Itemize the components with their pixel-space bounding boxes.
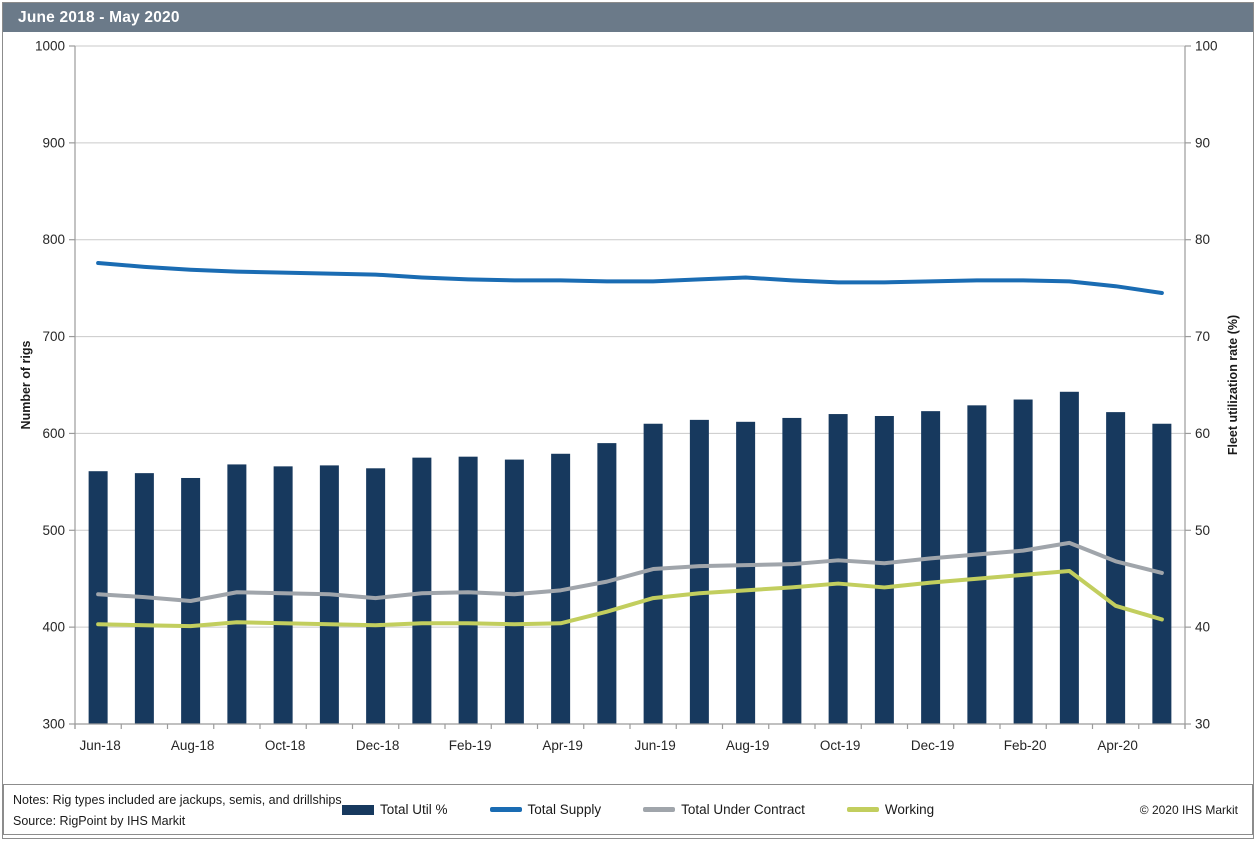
total-util-bars	[88, 391, 1172, 724]
x-axis-label: Aug-18	[171, 738, 215, 753]
x-axis-label: Oct-18	[265, 738, 306, 753]
right-axis-tick-label: 90	[1195, 135, 1210, 150]
left-axis-tick-label: 500	[42, 523, 65, 538]
bar-total-util	[782, 417, 802, 724]
total-supply-line	[96, 260, 1164, 295]
bar-total-util	[828, 414, 848, 724]
bar-total-util	[874, 415, 894, 724]
bar-total-util	[1106, 412, 1126, 724]
left-axis-tick-label: 700	[42, 329, 65, 344]
legend-swatch-total-under-contract	[643, 807, 676, 812]
notes-block: Notes: Rig types included are jackups, s…	[13, 790, 342, 832]
legend-label-total-under-contract: Total Under Contract	[681, 802, 805, 817]
working-line	[96, 568, 1164, 629]
bar-total-util	[504, 459, 524, 724]
legend-label-total-supply: Total Supply	[527, 802, 602, 817]
right-axis-tick-labels: 30 40 50 60 70 80 90 100	[1195, 39, 1218, 732]
copyright-text: © 2020 IHS Markit	[1139, 802, 1238, 817]
right-axis-tick-label: 50	[1195, 523, 1210, 538]
axis-lines	[74, 46, 1186, 729]
right-axis-tick-label: 40	[1195, 620, 1210, 635]
x-axis-label: Aug-19	[726, 738, 770, 753]
gridlines	[75, 45, 1185, 628]
legend-swatch-total-util-	[342, 804, 374, 815]
right-axis-tick-label: 60	[1195, 426, 1210, 441]
bar-total-util	[643, 423, 663, 724]
left-axis-tick-label: 800	[42, 232, 65, 247]
left-axis-title: Number of rigs	[19, 340, 33, 430]
chart-title: June 2018 - May 2020	[18, 8, 180, 26]
left-axis-tick-label: 400	[42, 620, 65, 635]
legend-item-total-supply: Total Supply	[489, 802, 602, 817]
right-axis-tick-label: 70	[1195, 329, 1210, 344]
legend-label-working: Working	[884, 802, 935, 817]
legend-label-total-util-: Total Util %	[380, 802, 448, 817]
bar-total-util	[1059, 391, 1079, 724]
x-axis-labels: Jun-18 Aug-18 Oct-18 Dec-18 Feb-19 Apr-19 Jun-…	[79, 738, 1137, 753]
bar-total-util	[412, 457, 432, 724]
notes-text: Notes: Rig types included are jackups, s…	[13, 793, 342, 807]
legend-item-working: Working	[846, 802, 935, 817]
x-axis-label: Apr-19	[542, 738, 583, 753]
x-axis-label: Apr-20	[1097, 738, 1138, 753]
total-under-contract-line	[96, 540, 1164, 603]
right-axis-tick-label: 30	[1195, 717, 1210, 732]
x-axis-label: Jun-19	[634, 738, 675, 753]
left-axis-tick-label: 900	[42, 135, 65, 150]
bar-total-util	[921, 411, 941, 724]
right-axis-title: Fleet utilization rate (%)	[1226, 314, 1240, 456]
bar-total-util	[689, 419, 709, 724]
left-axis-tick-label: 600	[42, 426, 65, 441]
legend-item-total-under-contract: Total Under Contract	[643, 802, 805, 817]
footer-bar: Notes: Rig types included are jackups, s…	[3, 784, 1253, 835]
x-axis-label: Oct-19	[820, 738, 861, 753]
x-axis-label: Jun-18	[79, 738, 120, 753]
right-axis-tick-label: 80	[1195, 232, 1210, 247]
left-axis-tick-label: 300	[42, 717, 65, 732]
bar-total-util	[736, 421, 756, 724]
x-axis-label: Dec-19	[911, 738, 955, 753]
legend-swatch-total-supply	[489, 807, 522, 812]
chart-legend: Total Util % Total Supply Total Under Cont…	[342, 785, 934, 834]
bar-total-util	[88, 471, 108, 724]
x-axis-label: Feb-19	[449, 738, 492, 753]
right-axis-tick-label: 100	[1195, 39, 1218, 54]
legend-swatch-working	[846, 807, 879, 812]
legend-item-total-util-: Total Util %	[342, 802, 448, 817]
left-axis-tick-labels: 300 400 500 600 700 800 900 1000	[35, 39, 65, 732]
x-axis-label: Feb-20	[1004, 738, 1047, 753]
bar-total-util	[1013, 399, 1033, 724]
chart-title-bar: June 2018 - May 2020	[3, 3, 1253, 32]
axis-ticks	[69, 45, 1191, 725]
x-axis-label: Dec-18	[356, 738, 400, 753]
left-axis-tick-label: 1000	[35, 39, 65, 54]
source-text: Source: RigPoint by IHS Markit	[13, 814, 186, 828]
bar-total-util	[967, 405, 987, 724]
